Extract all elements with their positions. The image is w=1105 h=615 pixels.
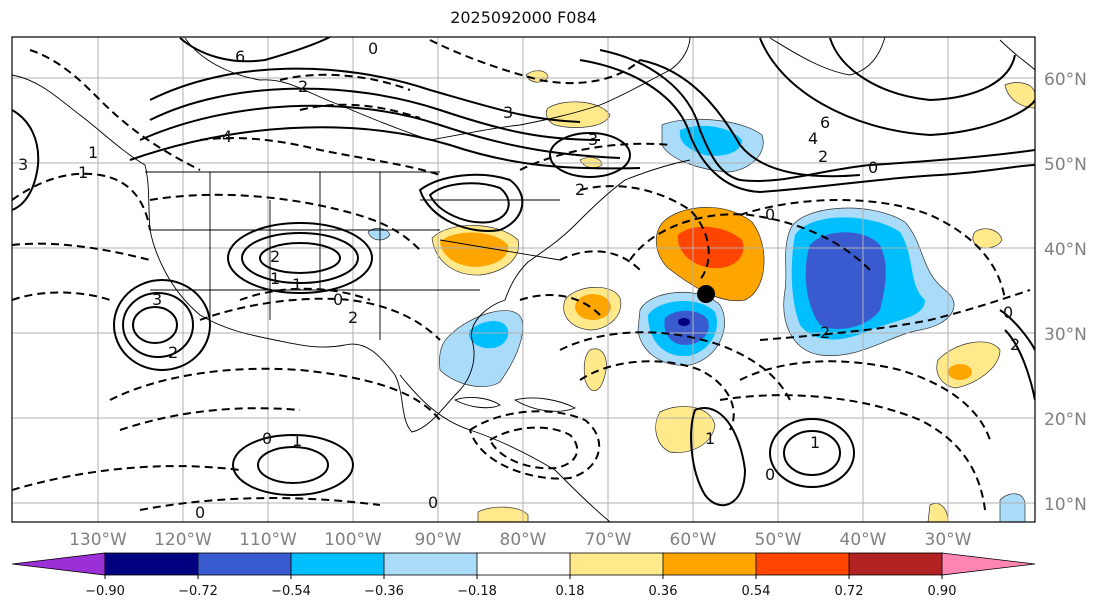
colorbar-tick-label: −0.72 [178, 584, 218, 599]
contour-label: 2 [348, 308, 358, 327]
contour-label: 1 [292, 275, 302, 294]
contour-label: 6 [820, 113, 830, 132]
colorbar-segment [848, 552, 943, 576]
colorbar-segment [476, 552, 571, 576]
contour-label: 3 [18, 155, 28, 174]
lon-label: 60°W [670, 530, 717, 550]
contour-label: 1 [705, 429, 715, 448]
colorbar-tick-label: 0.72 [835, 584, 864, 599]
contour-label: 0 [1003, 303, 1013, 322]
lon-label: 70°W [585, 530, 632, 550]
colorbar-segment [941, 552, 1036, 576]
colorbar-tick-label: 0.90 [928, 584, 957, 599]
contour-label: 4 [808, 129, 818, 148]
coastlines [12, 37, 1035, 522]
contour-label: 0 [262, 429, 272, 448]
lon-label: 50°W [755, 530, 802, 550]
contour-label: 1 [292, 431, 302, 450]
contour-label: 2 [270, 247, 280, 266]
lon-label: 40°W [840, 530, 887, 550]
contours-negative [12, 39, 1031, 511]
contour-label: 1 [810, 433, 820, 452]
contour-label: 2 [820, 323, 830, 342]
colorbar-segment [197, 552, 292, 576]
contour-label: 6 [235, 47, 245, 66]
contour-label: 1 [78, 163, 88, 182]
lon-label: 30°W [925, 530, 972, 550]
colorbar-tick-label: −0.18 [457, 584, 497, 599]
lon-label: 120°W [154, 530, 212, 550]
lat-label: 60°N [1044, 70, 1087, 90]
contour-label: 0 [368, 39, 378, 58]
colorbar-tick-label: 0.54 [742, 584, 771, 599]
contour-label: 0 [765, 205, 775, 224]
colorbar-tick-label: −0.54 [271, 584, 311, 599]
contour-label: 2 [168, 343, 178, 362]
lon-label: 90°W [415, 530, 462, 550]
lon-label: 80°W [500, 530, 547, 550]
lat-label: 50°N [1044, 155, 1087, 175]
lon-label: 100°W [324, 530, 382, 550]
contour-label: 1 [270, 269, 280, 288]
contour-label: 2 [818, 147, 828, 166]
contour-label: 0 [333, 290, 343, 309]
colorbar-tick-label: −0.90 [85, 584, 125, 599]
colorbar-tick-label: 0.18 [556, 584, 585, 599]
contour-label: 3 [503, 103, 513, 122]
contour-label: 2 [575, 180, 585, 199]
colorbar-segment [755, 552, 850, 576]
contour-label: 0 [195, 503, 205, 522]
colorbar-segment [290, 552, 385, 576]
colorbar-segment [11, 552, 106, 576]
map-title: 2025092000 F084 [450, 8, 597, 27]
colorbar-segment [383, 552, 478, 576]
colorbar-tick-label: −0.36 [364, 584, 404, 599]
map-frame [11, 36, 1036, 523]
lat-label: 10°N [1044, 495, 1087, 515]
colorbar-segment [104, 552, 199, 576]
lat-label: 20°N [1044, 410, 1087, 430]
contour-label: 4 [222, 127, 232, 146]
storm-center-marker [697, 285, 715, 303]
contour-labels: 0 6 2 4 3 3 3 1 0 2 2 0 3 2 1 1 0 2 1 6 … [18, 39, 1020, 522]
colorbar-tick-label: 0.36 [649, 584, 678, 599]
contour-label: 2 [1010, 335, 1020, 354]
lat-label: 40°N [1044, 240, 1087, 260]
colorbar: −0.90 −0.72 −0.54 −0.36 −0.18 0.18 0.36 0.54 0.7… [11, 552, 1036, 599]
lat-axis: 10°N 20°N 30°N 40°N 50°N 60°N [1044, 70, 1087, 515]
contours-positive [12, 37, 1035, 507]
graticule [12, 37, 1035, 522]
lon-label: 110°W [239, 530, 297, 550]
contour-label: 3 [588, 130, 598, 149]
contour-label: 0 [868, 158, 878, 177]
lon-label: 130°W [69, 530, 127, 550]
contour-label: 0 [428, 493, 438, 512]
contour-label: 3 [152, 290, 162, 309]
lat-label: 30°N [1044, 325, 1087, 345]
contour-label: 1 [88, 143, 98, 162]
lon-axis: 130°W 120°W 110°W 100°W 90°W 80°W 70°W 6… [69, 530, 972, 550]
colorbar-segment [569, 552, 664, 576]
contour-label: 2 [298, 77, 308, 96]
colorbar-segment [662, 552, 757, 576]
contour-label: 0 [765, 465, 775, 484]
